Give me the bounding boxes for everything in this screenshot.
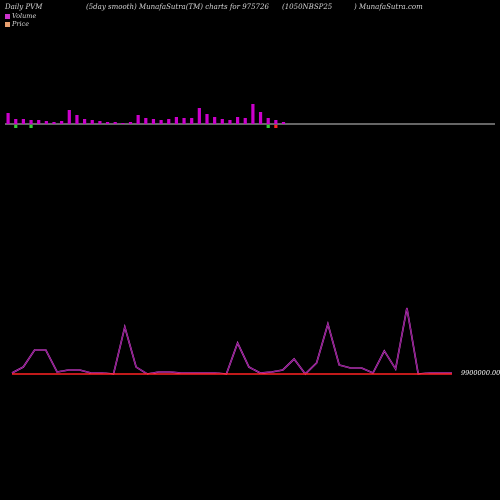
volume-bar: [136, 115, 140, 124]
legend-price-label: Price: [12, 20, 30, 28]
volume-bar: [258, 112, 263, 124]
legend-price-swatch: [5, 21, 10, 27]
volume-bar: [151, 119, 156, 124]
legend-price: Price: [5, 20, 29, 28]
price-axis-label: 9900000.00: [461, 369, 500, 377]
legend-volume-label: Volume: [12, 12, 37, 20]
volume-bar-down-marker: [14, 125, 18, 128]
volume-bar: [83, 119, 87, 124]
volume-line-shadow: [11, 307, 452, 375]
chart-title-mid: (5day smooth) MunafaSutra(TM) charts for…: [86, 3, 269, 11]
chart-title-site: ) MunafaSutra.com: [354, 3, 423, 11]
volume-bar: [228, 120, 232, 124]
volume-bar: [243, 118, 247, 124]
volume-bar: [113, 122, 117, 124]
volume-bar: [182, 118, 186, 124]
volume-bar: [159, 120, 163, 124]
volume-bars: [6, 104, 286, 128]
volume-bar: [52, 122, 56, 124]
volume-bar-down-marker: [29, 125, 33, 128]
volume-bar: [236, 117, 240, 124]
volume-bar: [174, 117, 178, 124]
volume-bar-down-marker: [274, 125, 278, 128]
volume-bar-down-marker: [266, 125, 270, 128]
legend-volume: Volume: [5, 12, 36, 20]
volume-bar: [21, 119, 25, 124]
volume-bar: [274, 120, 278, 124]
volume-bar: [167, 119, 171, 124]
volume-bar: [251, 104, 255, 124]
volume-bar: [60, 121, 64, 124]
volume-bar: [205, 114, 209, 124]
volume-bar: [128, 122, 133, 124]
volume-bar: [105, 122, 110, 124]
volume-bar: [67, 110, 71, 124]
legend-volume-swatch: [5, 13, 10, 19]
chart-title-code: (1050NBSP25: [282, 3, 333, 11]
volume-bar: [44, 121, 48, 124]
volume-bar: [37, 120, 41, 124]
volume-bar: [266, 118, 270, 124]
volume-bar: [75, 115, 79, 124]
volume-bar: [90, 120, 94, 124]
volume-bar: [98, 121, 102, 124]
volume-bar: [190, 118, 194, 124]
volume-line: [11, 307, 452, 376]
volume-bar: [144, 118, 148, 124]
volume-bar: [121, 123, 125, 124]
volume-bar: [197, 108, 201, 124]
volume-bar: [14, 119, 18, 124]
volume-bar: [281, 122, 286, 124]
volume-bar: [6, 113, 10, 124]
volume-bar: [220, 119, 224, 124]
volume-bar: [213, 117, 217, 124]
chart-title-left: Daily PVM: [5, 3, 43, 11]
volume-bar: [29, 120, 33, 124]
